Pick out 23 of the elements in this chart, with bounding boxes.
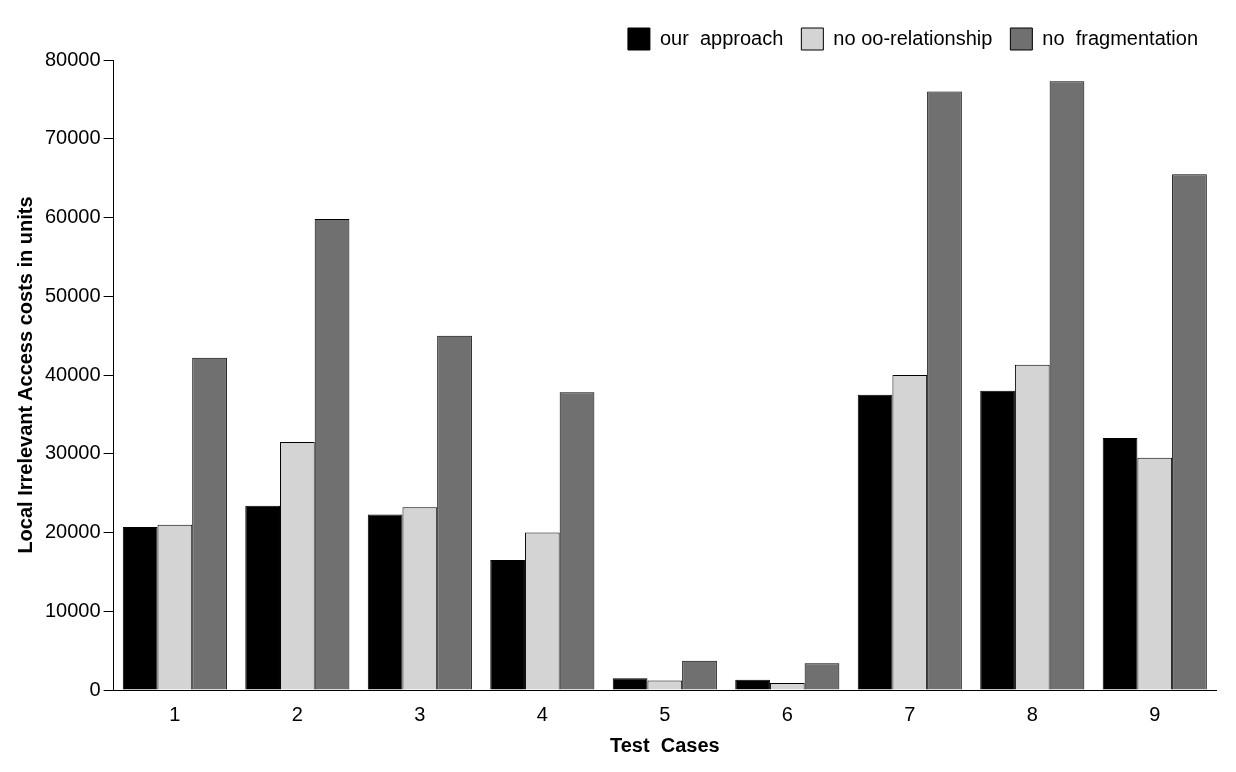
x-tick-label: 3: [414, 702, 426, 725]
x-tick-label: 7: [904, 702, 916, 725]
x-tick-label: 1: [169, 702, 181, 725]
x-tick-label: 6: [781, 702, 793, 725]
y-tick-label: 60000: [44, 205, 101, 228]
y-tick-label: 0: [89, 677, 101, 700]
x-tick-label: 8: [1026, 702, 1038, 725]
x-axis-title: Test Cases: [609, 733, 720, 756]
x-tick-label: 4: [536, 702, 548, 725]
y-tick-label: 30000: [44, 441, 101, 464]
x-tick-label: 9: [1149, 702, 1161, 725]
y-tick-label: 50000: [44, 283, 101, 306]
y-tick-label: 10000: [44, 598, 101, 621]
x-tick-label: 5: [659, 702, 671, 725]
legend-label: no oo-relationship: [833, 26, 993, 49]
y-tick-label: 20000: [44, 520, 101, 543]
legend-label: no fragmentation: [1042, 26, 1198, 49]
legend-label: our approach: [659, 26, 784, 49]
y-tick-label: 40000: [44, 362, 101, 385]
y-axis-title: Local Irrelevant Access costs in units: [13, 196, 36, 554]
y-tick-label: 80000: [44, 47, 101, 70]
y-tick-label: 70000: [44, 126, 101, 149]
x-tick-label: 2: [291, 702, 303, 725]
